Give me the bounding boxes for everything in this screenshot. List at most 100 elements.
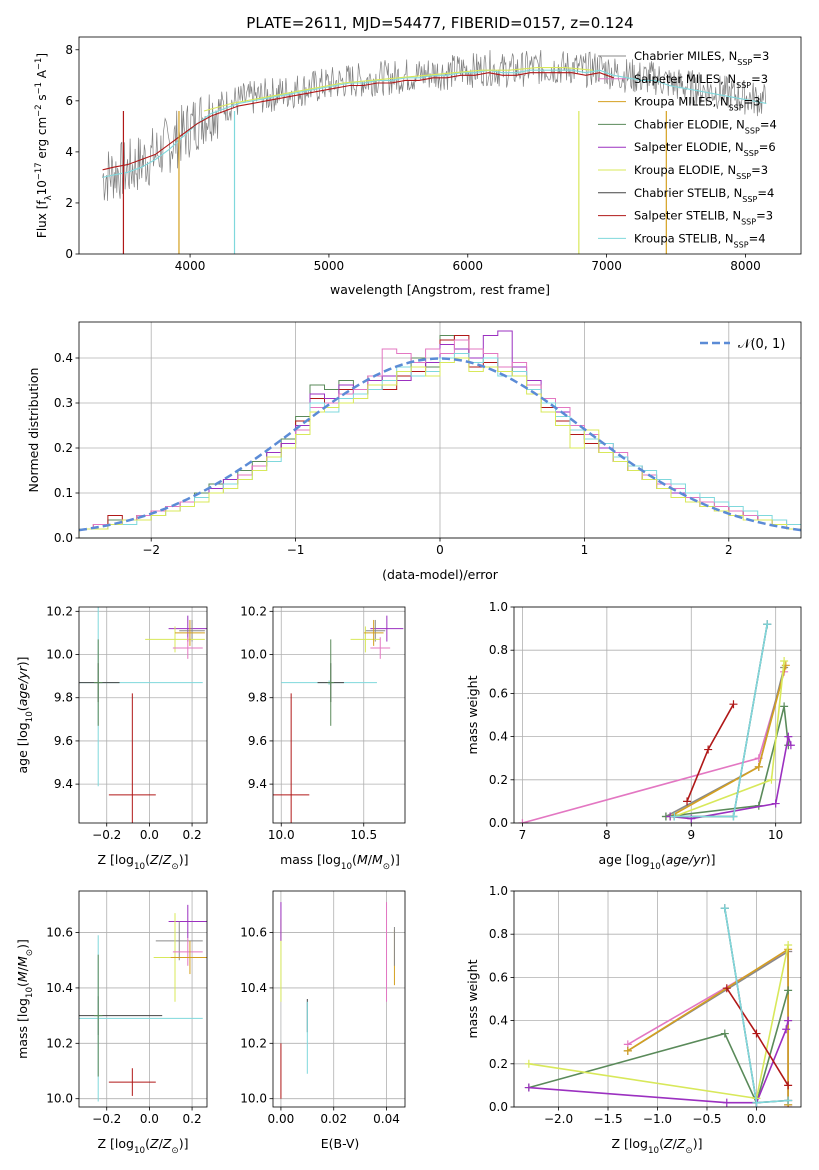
y-tick-label: 10.2 <box>46 1036 73 1050</box>
axes-mass-vs-Z: −0.2 0.0 0.2 10.0 10.2 10.4 10.6 Z [log10(Z/Z⊙)… <box>15 890 208 1156</box>
weight-marker <box>752 1098 761 1107</box>
y-tick-label: 10.4 <box>240 981 267 995</box>
y-tick-label: 10.6 <box>240 926 267 940</box>
weight-marker <box>786 741 795 750</box>
y-axis-label: age [log10(age/yr)] <box>15 656 35 773</box>
y-tick-label: 0.8 <box>489 643 508 657</box>
x-tick-label: −0.2 <box>92 1112 121 1126</box>
weight-marker <box>780 702 789 711</box>
y-axis-label: Flux [fλ10−17 erg cm−2 s−1 A−1] <box>33 53 53 238</box>
y-tick-label: 9.8 <box>248 691 267 705</box>
plot-area-age-vs-mass <box>273 615 404 823</box>
x-tick-label: 0.02 <box>320 1112 347 1126</box>
y-tick-label: 0.2 <box>489 1057 508 1071</box>
weight-marker <box>524 1059 533 1068</box>
weight-marker <box>784 1016 793 1025</box>
y-axis-label: mass weight <box>465 675 480 754</box>
x-axis-label: Z [log10(Z/Z⊙)] <box>612 1136 703 1156</box>
x-tick-label: −2 <box>142 543 160 557</box>
y-tick-label: 2 <box>65 196 73 210</box>
weight-marker <box>722 984 731 993</box>
x-tick-label: 0.2 <box>183 1112 202 1126</box>
model-line <box>203 67 593 112</box>
weight-marker <box>722 1098 731 1107</box>
weight-marker <box>784 986 793 995</box>
y-tick-label: 9.4 <box>248 777 267 791</box>
y-tick-label: 0.4 <box>489 1014 508 1028</box>
y-tick-label: 1.0 <box>489 600 508 614</box>
y-tick-label: 9.4 <box>54 777 73 791</box>
axes-weight-vs-age: 7 8 9 10 0.0 0.2 0.4 0.6 0.8 1.0 age [log10(age/yr… <box>465 600 802 872</box>
y-tick-label: 8 <box>65 43 73 57</box>
axes-residuals: −2 −1 0 1 2 0.0 0.1 0.2 0.3 0.4 𝒩(0, 1) (data-model… <box>26 321 802 582</box>
x-axis-label: E(B-V) <box>321 1136 360 1151</box>
weight-marker <box>720 1029 729 1038</box>
axes-mass-vs-EBV: 0.00 0.02 0.04 10.0 10.2 10.4 10.6 E(B-V) <box>240 890 406 1151</box>
y-tick-label: 0.4 <box>54 351 73 365</box>
weight-marker <box>763 620 772 629</box>
weight-marker <box>670 812 679 821</box>
y-tick-label: 0.0 <box>54 531 73 545</box>
weight-marker <box>720 904 729 913</box>
legend-label: Kroupa ELODIE, NSSP=3 <box>634 163 768 181</box>
y-tick-label: 0.8 <box>489 927 508 941</box>
weight-marker <box>729 812 738 821</box>
x-tick-label: 4000 <box>175 259 206 273</box>
weight-marker <box>782 1025 791 1034</box>
y-tick-label: 10.2 <box>240 1036 267 1050</box>
y-axis-label: mass [log10(M/M⊙)] <box>15 939 35 1059</box>
model-line <box>102 72 614 171</box>
weight-marker <box>771 799 780 808</box>
y-tick-label: 10.0 <box>46 648 73 662</box>
spectrum-legend: Chabrier MILES, NSSP=3 Salpeter MILES, NS… <box>598 49 777 249</box>
x-axis-label: wavelength [Angstrom, rest frame] <box>330 282 550 297</box>
x-tick-label: 0.2 <box>183 828 202 842</box>
y-tick-label: 0.1 <box>54 486 73 500</box>
x-tick-label: 0.0 <box>140 828 159 842</box>
y-tick-label: 0.3 <box>54 396 73 410</box>
axes-frame <box>78 606 208 824</box>
axes-frame <box>78 890 208 1108</box>
weight-line <box>528 990 789 1106</box>
axes-age-vs-mass: 10.0 10.5 9.4 9.6 9.8 10.0 10.2 mass [log10(M/M… <box>240 604 406 872</box>
weight-line <box>665 706 790 818</box>
y-tick-label: 0.2 <box>54 441 73 455</box>
x-tick-label: 10.0 <box>268 828 295 842</box>
weight-marker <box>784 1096 793 1105</box>
plot-area-mass-vs-EBV <box>280 902 395 1099</box>
legend-label: Salpeter MILES, NSSP=3 <box>634 72 768 90</box>
x-tick-label: 9 <box>687 828 695 842</box>
y-tick-label: 10.2 <box>240 604 267 618</box>
y-tick-label: 0.4 <box>489 730 508 744</box>
x-tick-label: 10 <box>768 828 783 842</box>
x-tick-label: 2 <box>725 543 733 557</box>
legend-label: Salpeter ELODIE, NSSP=6 <box>634 140 776 158</box>
axes-frame <box>78 36 802 255</box>
y-tick-label: 0.0 <box>489 1100 508 1114</box>
x-tick-label: −0.5 <box>692 1112 721 1126</box>
x-axis-label: age [log10(age/yr)] <box>598 852 715 872</box>
legend-label: 𝒩(0, 1) <box>738 337 785 352</box>
plot-area-mass-vs-Z <box>79 904 207 1102</box>
weight-marker <box>623 1046 632 1055</box>
legend-label: Kroupa MILES, NSSP=3 <box>634 95 761 113</box>
y-tick-label: 10.4 <box>46 981 73 995</box>
legend-label: Salpeter STELIB, NSSP=3 <box>634 209 773 227</box>
x-tick-label: 6000 <box>452 259 483 273</box>
y-tick-label: 1.0 <box>489 884 508 898</box>
x-axis-label: Z [log10(Z/Z⊙)] <box>98 852 189 872</box>
x-tick-label: 8 <box>603 828 611 842</box>
x-tick-label: 8000 <box>730 259 761 273</box>
y-tick-label: 0.2 <box>489 773 508 787</box>
y-axis-label: Normed distribution <box>26 368 41 493</box>
x-tick-label: 0 <box>436 543 444 557</box>
weight-marker <box>704 745 713 754</box>
axes-age-vs-Z: −0.2 0.0 0.2 9.4 9.6 9.8 10.0 10.2 Z [log10(Z/Z⊙… <box>15 604 208 872</box>
x-axis-label: Z [log10(Z/Z⊙)] <box>98 1136 189 1156</box>
y-tick-label: 10.0 <box>240 1092 267 1106</box>
plot-area-age-vs-Z <box>79 607 207 823</box>
data-spectrum-line <box>102 50 767 201</box>
y-tick-label: 0.6 <box>489 686 508 700</box>
axes-frame <box>272 606 406 824</box>
